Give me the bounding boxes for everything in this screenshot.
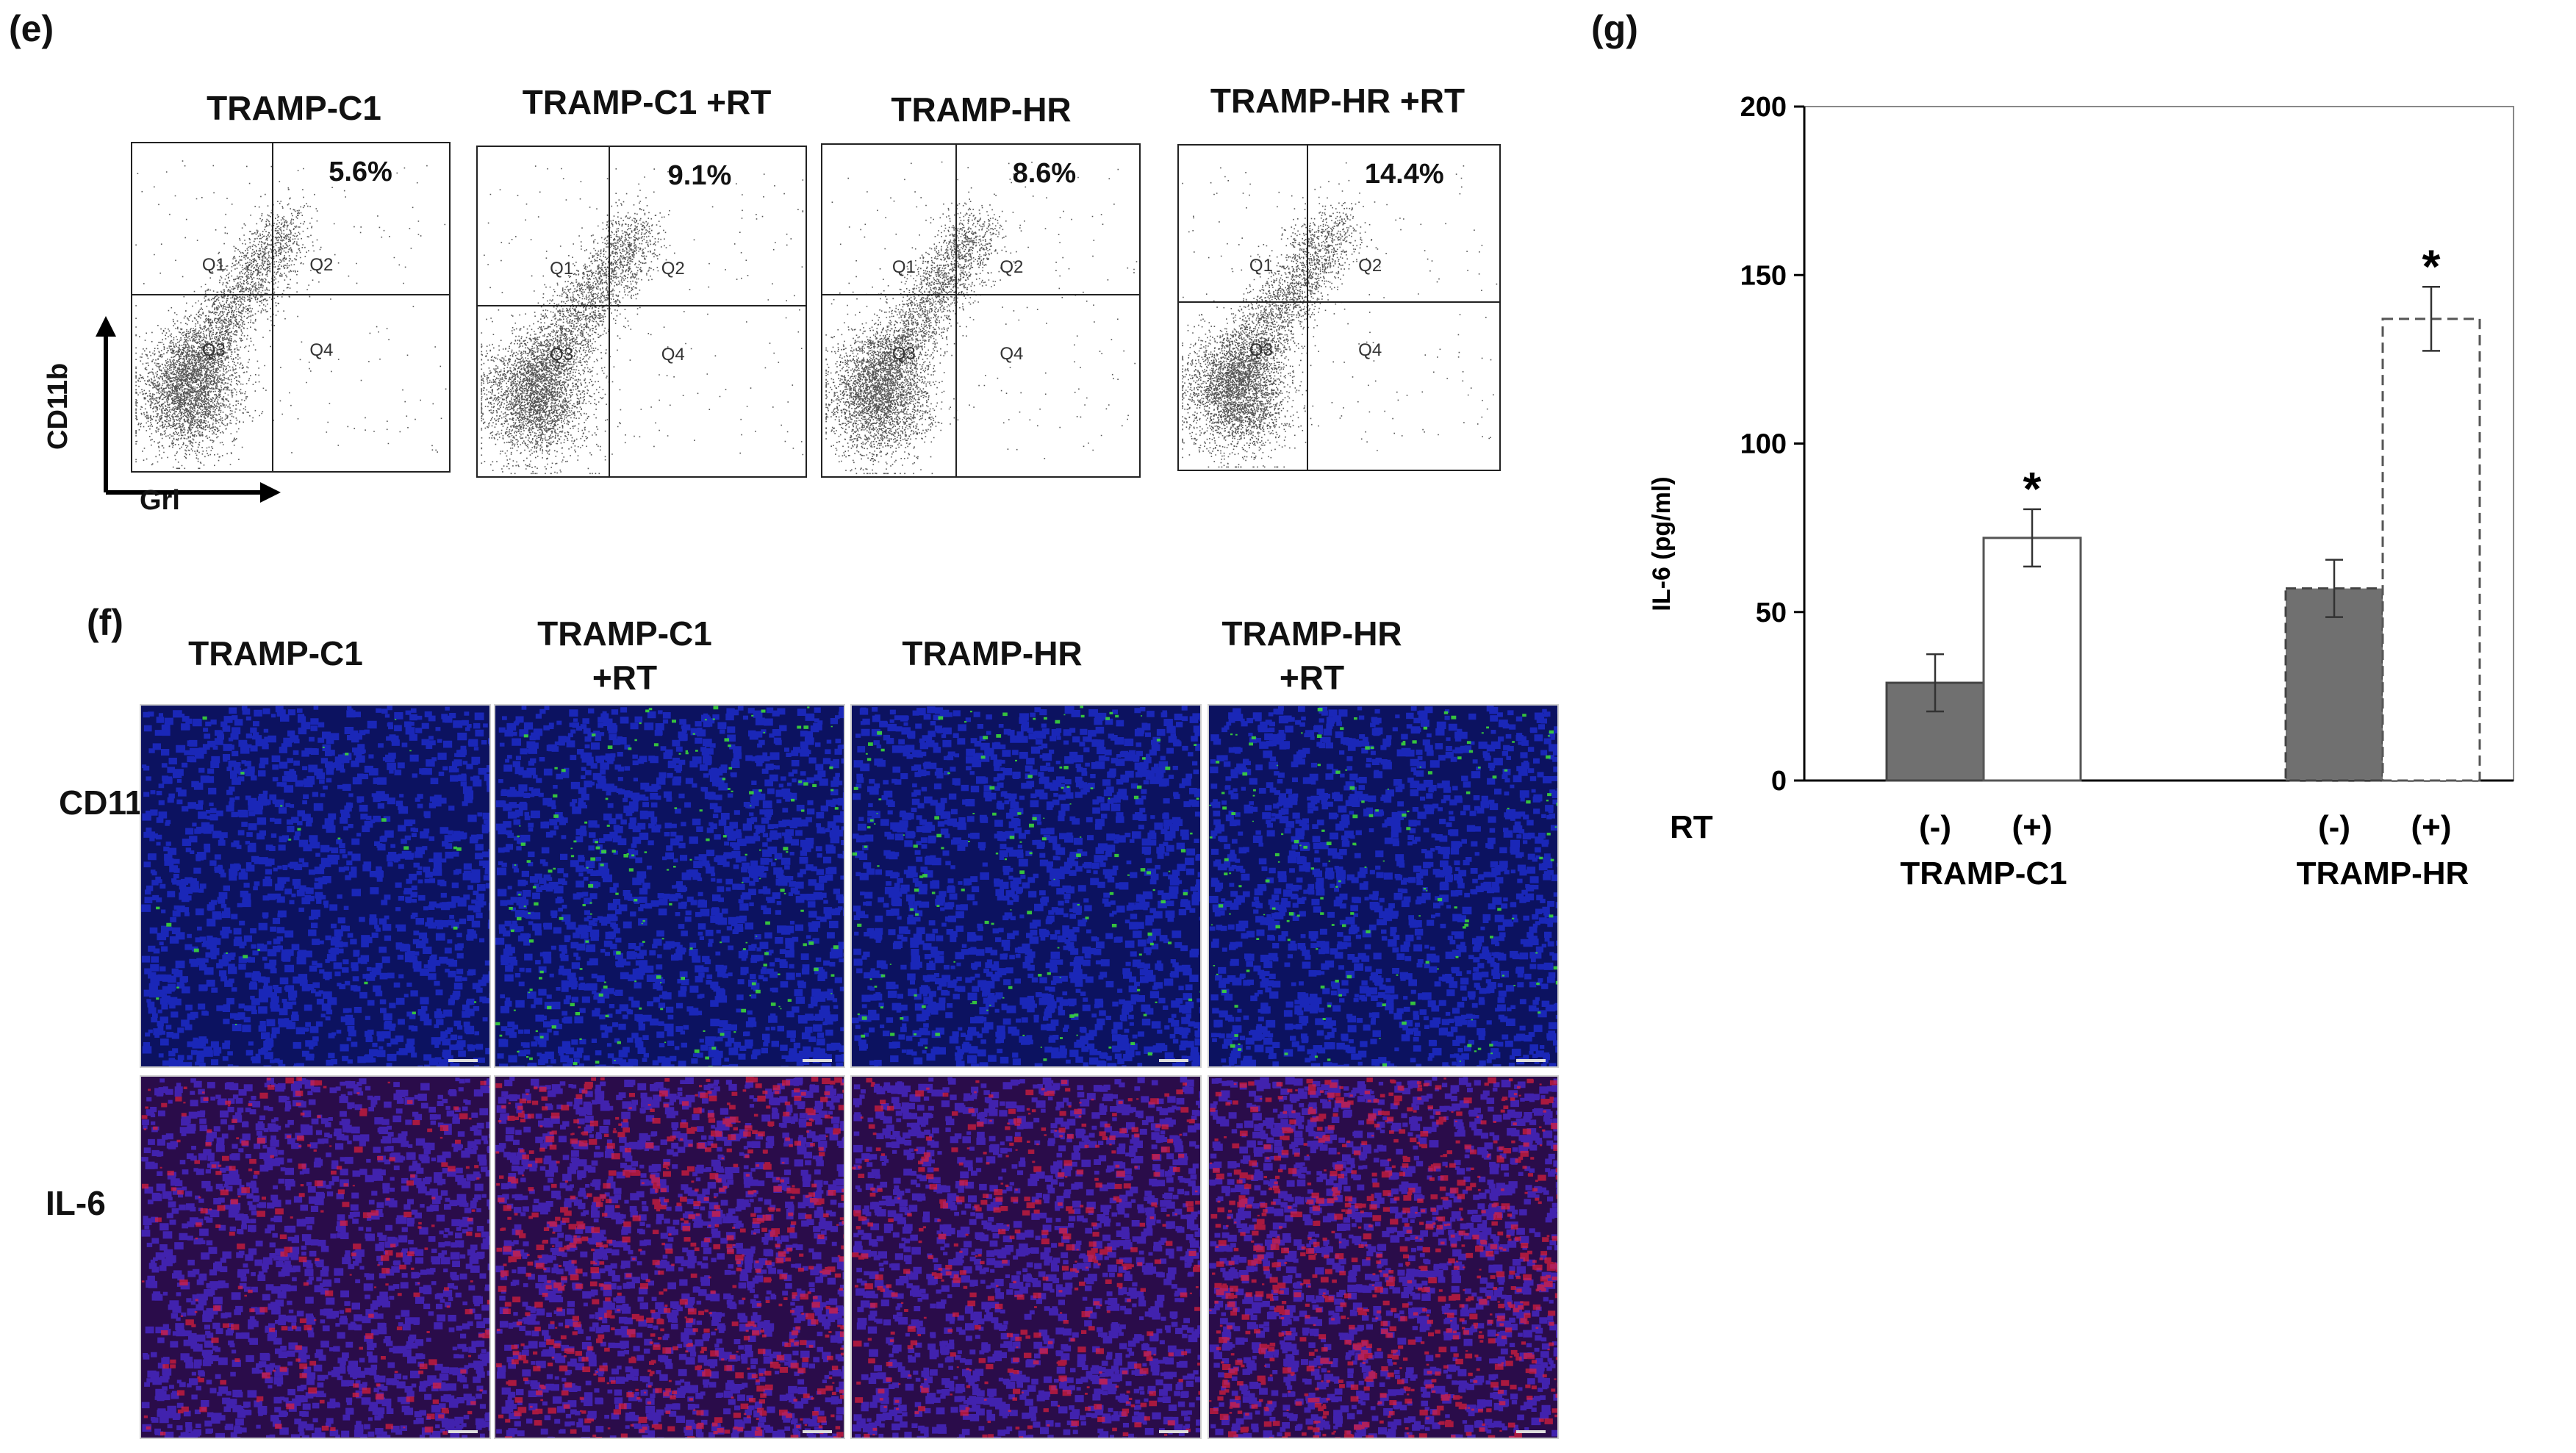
flow-title-3: TRAMP-HR <box>891 90 1072 129</box>
flow-title-1: TRAMP-C1 <box>207 89 381 127</box>
if-col-header-2: TRAMP-C1 +RT <box>537 614 712 697</box>
quadrant-label-q4: Q4 <box>309 340 334 360</box>
il6-bar-chart: IL-6 (pg/ml) RT 0 50 100 150 200 (-) * (+) TRAMP… <box>1648 92 2514 891</box>
quadrant-label-q3: Q3 <box>201 340 226 360</box>
quadrant-gate-horizontal <box>132 294 449 296</box>
flow-events <box>481 165 804 475</box>
y-tick-label: 150 <box>1740 260 1787 291</box>
quadrant-gate-vertical <box>609 147 611 476</box>
if-image-cd11b-1 <box>140 704 491 1068</box>
if-col-header-4: TRAMP-HR +RT <box>1221 614 1402 697</box>
x-tick-label: (+) <box>2411 809 2452 845</box>
quadrant-label-q3: Q3 <box>891 343 916 364</box>
y-tick-label: 200 <box>1740 92 1787 123</box>
y-tick-label: 0 <box>1771 766 1787 797</box>
panel-label-e: (e) <box>9 8 54 49</box>
if-image-cd11b-3 <box>850 704 1202 1068</box>
if-image-il6-4 <box>1208 1075 1559 1439</box>
group-label-tramp-c1: TRAMP-C1 <box>1900 855 2067 891</box>
quadrant-label-q2: Q2 <box>661 259 685 279</box>
flow-events <box>825 161 1138 475</box>
scale-bar <box>803 1430 832 1433</box>
quadrant-label-q3: Q3 <box>550 344 574 365</box>
x-tick-label: (-) <box>1919 809 1951 845</box>
bar-tramp-hr-minus <box>2284 587 2384 782</box>
group-label-tramp-hr: TRAMP-HR <box>2297 855 2469 891</box>
x-tick-label: (-) <box>2318 809 2350 845</box>
quadrant-gate-horizontal <box>478 305 806 307</box>
q2-percentage: 9.1% <box>667 159 732 191</box>
scale-bar <box>1159 1059 1188 1062</box>
scale-bar <box>1159 1430 1188 1433</box>
flow-plot-1: Q1 Q2 Q3 Q4 5.6% <box>131 142 451 473</box>
quadrant-label-q3: Q3 <box>1249 340 1273 360</box>
quadrant-label-q2: Q2 <box>309 254 334 275</box>
significance-marker: * <box>2023 462 2042 515</box>
quadrant-label-q1: Q1 <box>550 259 574 279</box>
quadrant-gate-vertical <box>1307 146 1309 470</box>
quadrant-label-q1: Q1 <box>1249 255 1273 276</box>
quadrant-label-q4: Q4 <box>1000 343 1024 364</box>
y-tick-label: 50 <box>1756 598 1787 628</box>
flow-y-axis-label: CD11b <box>43 362 73 450</box>
if-col-header-3: TRAMP-HR <box>902 634 1083 672</box>
if-image-il6-1 <box>140 1075 491 1439</box>
if-image-cd11b-4 <box>1208 704 1559 1068</box>
quadrant-gate-horizontal <box>1179 301 1499 303</box>
quadrant-gate-horizontal <box>822 293 1139 295</box>
flow-plot-3: Q1 Q2 Q3 Q4 8.6% <box>821 143 1141 478</box>
bar-tramp-c1-plus <box>1982 537 2082 782</box>
scale-bar <box>448 1059 478 1062</box>
if-image-cd11b-2 <box>494 704 845 1068</box>
x-tick-label: (+) <box>2012 809 2053 845</box>
flow-title-4: TRAMP-HR +RT <box>1210 82 1465 120</box>
q2-percentage: 5.6% <box>329 156 392 187</box>
quadrant-label-q2: Q2 <box>1358 255 1382 276</box>
y-tick-label: 100 <box>1740 429 1787 460</box>
flow-events <box>135 160 447 470</box>
quadrant-label-q1: Q1 <box>201 254 226 275</box>
scale-bar <box>1516 1430 1546 1433</box>
quadrant-label-q2: Q2 <box>1000 257 1024 278</box>
flow-axes-arrows <box>96 316 281 503</box>
quadrant-gate-vertical <box>271 143 273 471</box>
scale-bar <box>803 1059 832 1062</box>
flow-title-2: TRAMP-C1 +RT <box>522 83 772 121</box>
q2-percentage: 14.4% <box>1364 158 1444 190</box>
scale-bar <box>1516 1059 1546 1062</box>
chart-x-prefix-rt: RT <box>1670 809 1713 845</box>
bar-tramp-hr-plus <box>2381 317 2481 782</box>
significance-marker: * <box>2422 240 2441 293</box>
if-row-label-il6: IL-6 <box>46 1184 106 1222</box>
chart-y-axis-label: IL-6 (pg/ml) <box>1648 476 1676 611</box>
quadrant-label-q1: Q1 <box>891 257 916 278</box>
scale-bar <box>448 1430 478 1433</box>
panel-label-g: (g) <box>1591 8 1638 49</box>
if-col-header-1: TRAMP-C1 <box>188 634 363 672</box>
panel-label-f: (f) <box>87 602 123 643</box>
if-image-il6-3 <box>850 1075 1202 1439</box>
q2-percentage: 8.6% <box>1012 158 1077 190</box>
flow-plot-2: Q1 Q2 Q3 Q4 9.1% <box>476 146 807 478</box>
flow-plot-4: Q1 Q2 Q3 Q4 14.4% <box>1177 144 1501 471</box>
flow-x-axis-label: Grl <box>140 485 180 516</box>
if-image-il6-2 <box>494 1075 845 1439</box>
flow-events <box>1182 162 1498 468</box>
quadrant-label-q4: Q4 <box>1358 340 1382 360</box>
quadrant-gate-vertical <box>955 145 958 476</box>
quadrant-label-q4: Q4 <box>661 344 685 365</box>
